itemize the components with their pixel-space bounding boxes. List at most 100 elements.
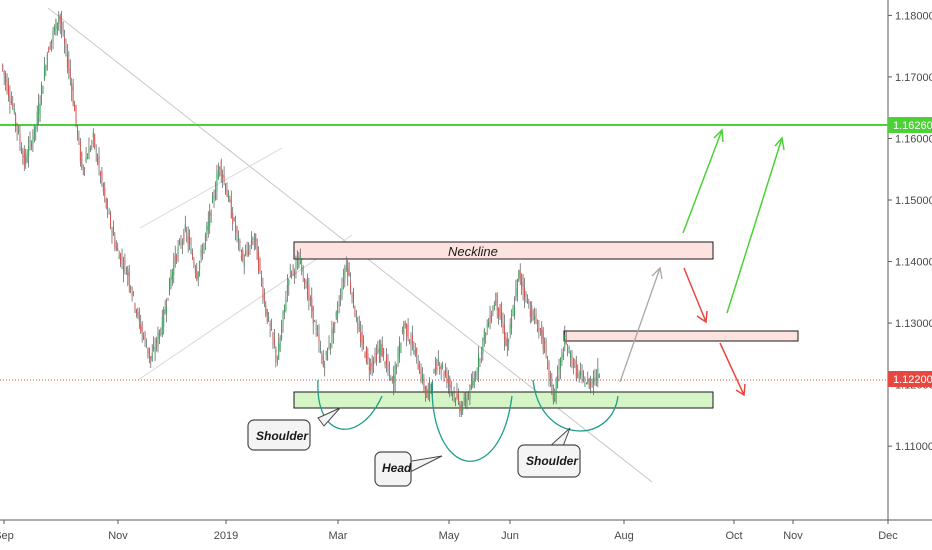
candle xyxy=(104,187,106,197)
candle xyxy=(248,251,250,254)
time-axis-label: May xyxy=(439,530,460,542)
candle xyxy=(383,348,385,354)
candle xyxy=(409,340,411,343)
candle xyxy=(55,19,57,35)
candle xyxy=(42,86,44,94)
candle xyxy=(529,310,531,317)
candle xyxy=(472,380,474,386)
support-zone xyxy=(293,391,714,409)
candle xyxy=(357,323,359,325)
candle xyxy=(174,255,176,261)
candle xyxy=(552,385,554,401)
candle xyxy=(283,304,285,313)
candle xyxy=(82,168,84,170)
candle xyxy=(488,322,490,328)
candle xyxy=(424,386,426,395)
price-tag-green: 1.16260 xyxy=(888,117,932,133)
candle xyxy=(396,366,398,368)
candle xyxy=(256,239,258,260)
candle xyxy=(598,374,600,378)
candle xyxy=(410,342,412,346)
candle xyxy=(186,232,188,234)
candle xyxy=(368,366,370,371)
candle xyxy=(595,378,597,380)
candle xyxy=(351,293,353,298)
candle xyxy=(324,367,326,369)
candle xyxy=(455,398,457,402)
candle xyxy=(437,359,439,363)
candle xyxy=(79,141,81,163)
candle xyxy=(559,358,561,370)
candle xyxy=(143,336,145,338)
projection-arrow-red-1 xyxy=(683,267,708,324)
candle xyxy=(469,385,471,399)
candle xyxy=(240,255,242,258)
candle xyxy=(534,316,536,319)
candle xyxy=(588,380,590,389)
candle xyxy=(549,375,551,379)
candle xyxy=(433,369,435,374)
candle xyxy=(271,328,273,330)
candle xyxy=(570,353,572,358)
candle xyxy=(404,321,406,325)
candle xyxy=(220,160,222,176)
candle xyxy=(565,339,567,344)
candle xyxy=(380,343,382,356)
candle xyxy=(168,277,170,296)
candle xyxy=(305,286,307,289)
price-axis-label: 1.14000 xyxy=(895,257,932,269)
candle xyxy=(421,374,423,380)
candle xyxy=(75,105,77,123)
candle xyxy=(239,240,241,244)
candle xyxy=(515,288,517,300)
candle xyxy=(575,362,577,379)
candle xyxy=(568,347,570,353)
candle xyxy=(99,172,101,176)
candle xyxy=(340,296,342,298)
candle xyxy=(128,272,130,285)
candle xyxy=(503,324,505,340)
candle xyxy=(298,262,300,269)
candle xyxy=(199,261,201,271)
shoulder-left-curve xyxy=(317,379,383,430)
candle xyxy=(52,30,54,40)
candle xyxy=(338,303,340,306)
candle xyxy=(309,297,311,300)
candle xyxy=(548,361,550,377)
candle xyxy=(171,269,173,281)
candle xyxy=(462,407,464,412)
candle xyxy=(187,235,189,245)
candle xyxy=(374,352,376,356)
candle xyxy=(449,377,451,387)
candle xyxy=(134,304,136,310)
candle xyxy=(38,103,40,122)
candle xyxy=(545,345,547,354)
candle xyxy=(258,251,260,272)
candle xyxy=(393,375,395,391)
candle xyxy=(558,367,560,371)
candle xyxy=(470,384,472,389)
candle xyxy=(156,341,158,343)
candle xyxy=(306,280,308,299)
candle xyxy=(299,255,301,264)
candle xyxy=(430,385,432,389)
candle xyxy=(371,362,373,366)
candle xyxy=(480,352,482,354)
candle xyxy=(496,292,498,311)
candle xyxy=(295,261,297,268)
candle xyxy=(301,266,303,269)
candle xyxy=(384,362,386,366)
candle xyxy=(191,252,193,259)
candle xyxy=(237,237,239,240)
candle xyxy=(33,124,35,139)
candle xyxy=(135,309,137,314)
candle xyxy=(7,83,9,97)
candle xyxy=(452,392,454,394)
candle xyxy=(58,17,60,21)
candle xyxy=(334,321,336,324)
candle xyxy=(61,20,63,31)
candle xyxy=(95,150,97,152)
candle xyxy=(154,347,156,354)
candle xyxy=(78,137,80,141)
